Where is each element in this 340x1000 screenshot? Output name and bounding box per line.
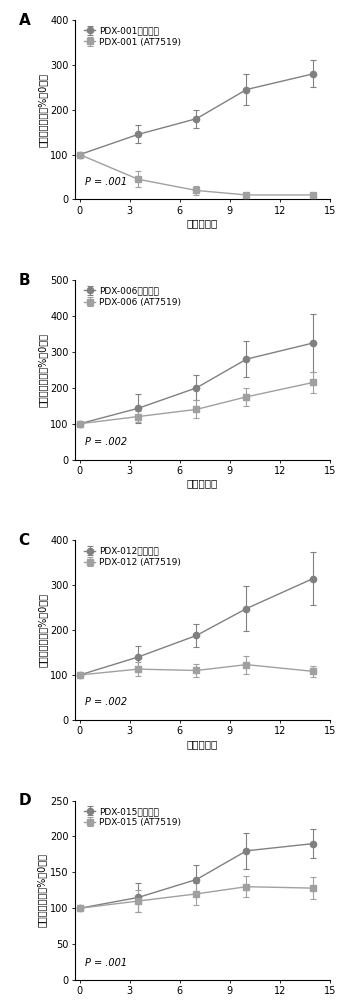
Text: P = .001: P = .001: [85, 958, 127, 968]
X-axis label: 时间（天）: 时间（天）: [187, 739, 218, 749]
Text: C: C: [19, 533, 30, 548]
Text: D: D: [19, 793, 31, 808]
Text: P = .002: P = .002: [85, 437, 127, 447]
X-axis label: 时间（天）: 时间（天）: [187, 218, 218, 228]
Text: A: A: [19, 13, 31, 28]
Legend: PDX-006（对照）, PDX-006 (AT7519): PDX-006（对照）, PDX-006 (AT7519): [83, 285, 183, 309]
Legend: PDX-012（对照）, PDX-012 (AT7519): PDX-012（对照）, PDX-012 (AT7519): [83, 545, 183, 569]
Legend: PDX-015（对照）, PDX-015 (AT7519): PDX-015（对照）, PDX-015 (AT7519): [83, 805, 183, 829]
Y-axis label: 相对肿瘾体积（%第0天）: 相对肿瘾体积（%第0天）: [37, 333, 47, 407]
Legend: PDX-001（对照）, PDX-001 (AT7519): PDX-001（对照）, PDX-001 (AT7519): [83, 25, 183, 48]
X-axis label: 时间（天）: 时间（天）: [187, 479, 218, 489]
Text: P = .001: P = .001: [85, 177, 127, 187]
Y-axis label: 相对肿瘾体积（%第0天）: 相对肿瘾体积（%第0天）: [37, 73, 47, 147]
Text: P = .002: P = .002: [85, 697, 127, 707]
Y-axis label: 相对肿瘾体积（%第0天）: 相对肿瘾体积（%第0天）: [37, 853, 47, 927]
Text: B: B: [19, 273, 30, 288]
Y-axis label: 相对肿瘾体积（%第0天）: 相对肿瘾体积（%第0天）: [37, 593, 47, 667]
